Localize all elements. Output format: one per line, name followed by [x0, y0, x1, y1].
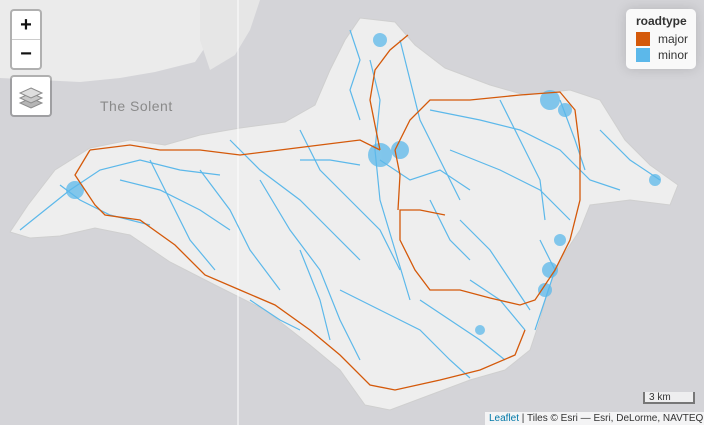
layers-button[interactable]: [10, 75, 52, 117]
legend-swatch-minor: [636, 48, 650, 62]
legend-swatch-major: [636, 32, 650, 46]
legend-item-minor: minor: [636, 48, 688, 62]
legend-item-major: major: [636, 32, 688, 46]
leaflet-link[interactable]: Leaflet: [489, 413, 520, 424]
legend: roadtype major minor: [626, 9, 696, 69]
scale-bar: 3 km: [643, 392, 695, 404]
attribution: Leaflet | Tiles © Esri — Esri, DeLorme, …: [485, 412, 704, 425]
minor-roads: [19, 29, 661, 379]
zoom-out-button[interactable]: −: [20, 43, 32, 65]
place-label-solent: The Solent: [100, 98, 173, 114]
major-roads: [74, 34, 581, 391]
mainland: [0, 0, 210, 82]
island: [9, 17, 679, 411]
legend-title: roadtype: [636, 14, 687, 28]
legend-label-major: major: [658, 32, 689, 46]
layers-icon: [18, 87, 44, 109]
legend-label-minor: minor: [658, 48, 689, 62]
attribution-text: | Tiles © Esri — Esri, DeLorme, NAVTEQ: [519, 413, 704, 424]
mainland-shore: [200, 0, 260, 70]
zoom-control: + −: [10, 9, 42, 70]
zoom-in-button[interactable]: +: [12, 11, 40, 40]
